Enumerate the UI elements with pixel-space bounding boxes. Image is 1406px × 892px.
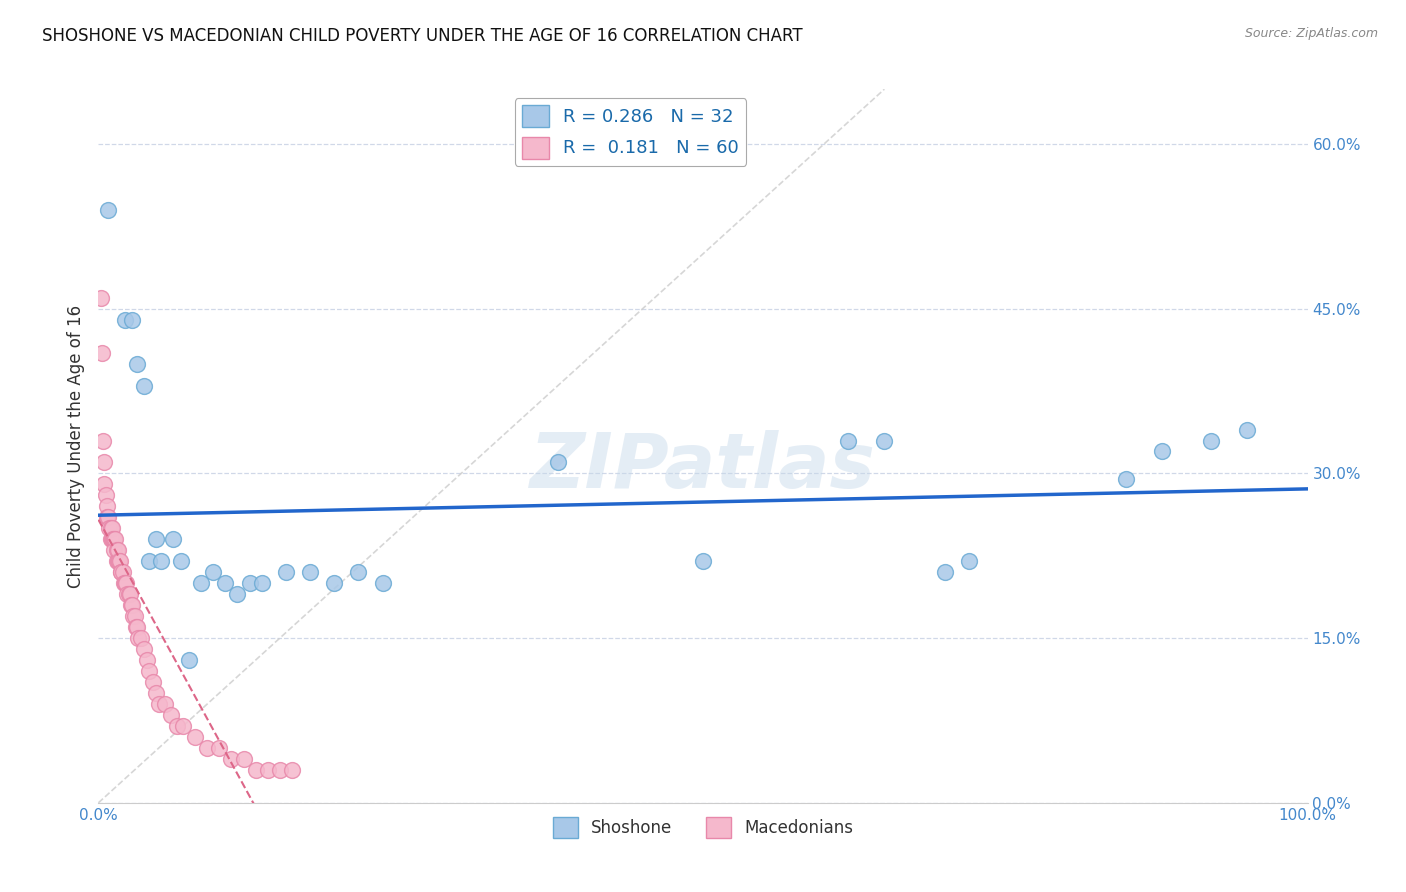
Point [547,455,569,469]
Point [97,510,120,524]
Point [118,587,141,601]
Point [127,357,149,371]
Point [134,642,156,657]
Point [202,566,225,580]
Point [90,291,112,305]
Point [125,620,148,634]
Point [124,609,146,624]
Point [107,554,129,568]
Point [226,587,249,601]
Point [105,543,128,558]
Point [96,510,118,524]
Point [166,719,188,733]
Point [97,202,120,217]
Point [145,686,167,700]
Point [134,378,156,392]
Point [274,566,297,580]
Point [239,576,262,591]
Point [179,653,201,667]
Point [118,587,141,601]
Point [100,521,122,535]
Text: ZIPatlas: ZIPatlas [530,431,876,504]
Point [107,543,129,558]
Point [221,752,243,766]
Point [127,620,149,634]
Point [934,566,956,580]
Point [110,566,132,580]
Point [148,697,170,711]
Point [100,521,122,535]
Point [100,533,122,547]
Point [150,554,173,568]
Point [91,434,114,448]
Point [112,576,135,591]
Point [115,576,138,591]
Point [101,533,124,547]
Point [250,576,273,591]
Point [323,576,346,591]
Point [153,697,176,711]
Point [299,566,322,580]
Point [184,730,207,744]
Point [105,554,128,568]
Point [111,566,134,580]
Point [160,708,183,723]
Point [837,434,859,448]
Point [110,566,132,580]
Point [692,554,714,568]
Point [129,631,152,645]
Point [108,554,131,568]
Point [162,533,184,547]
Point [122,609,145,624]
Point [195,740,218,755]
Point [138,664,160,678]
Text: Source: ZipAtlas.com: Source: ZipAtlas.com [1244,27,1378,40]
Point [1115,472,1137,486]
Point [142,675,165,690]
Point [281,763,304,777]
Point [873,434,896,448]
Point [269,763,291,777]
Point [100,533,122,547]
Point [190,576,212,591]
Point [103,543,125,558]
Point [145,533,167,547]
Point [108,554,131,568]
Point [347,566,370,580]
Point [138,554,160,568]
Point [120,598,142,612]
Point [114,312,136,326]
Point [232,752,254,766]
Point [957,554,980,568]
Point [121,312,143,326]
Point [1236,423,1258,437]
Point [169,554,191,568]
Legend: Shoshone, Macedonians: Shoshone, Macedonians [546,811,860,845]
Y-axis label: Child Poverty Under the Age of 16: Child Poverty Under the Age of 16 [67,304,86,588]
Point [135,653,157,667]
Point [1152,444,1174,458]
Point [91,345,114,359]
Point [1199,434,1222,448]
Point [214,576,236,591]
Point [121,598,143,612]
Point [208,740,231,755]
Point [94,488,117,502]
Point [245,763,267,777]
Point [103,533,125,547]
Point [93,477,115,491]
Point [172,719,194,733]
Point [256,763,278,777]
Point [127,631,149,645]
Point [371,576,394,591]
Point [93,455,115,469]
Point [96,500,118,514]
Point [117,587,139,601]
Point [98,521,121,535]
Point [104,533,127,547]
Point [114,576,136,591]
Text: SHOSHONE VS MACEDONIAN CHILD POVERTY UNDER THE AGE OF 16 CORRELATION CHART: SHOSHONE VS MACEDONIAN CHILD POVERTY UND… [42,27,803,45]
